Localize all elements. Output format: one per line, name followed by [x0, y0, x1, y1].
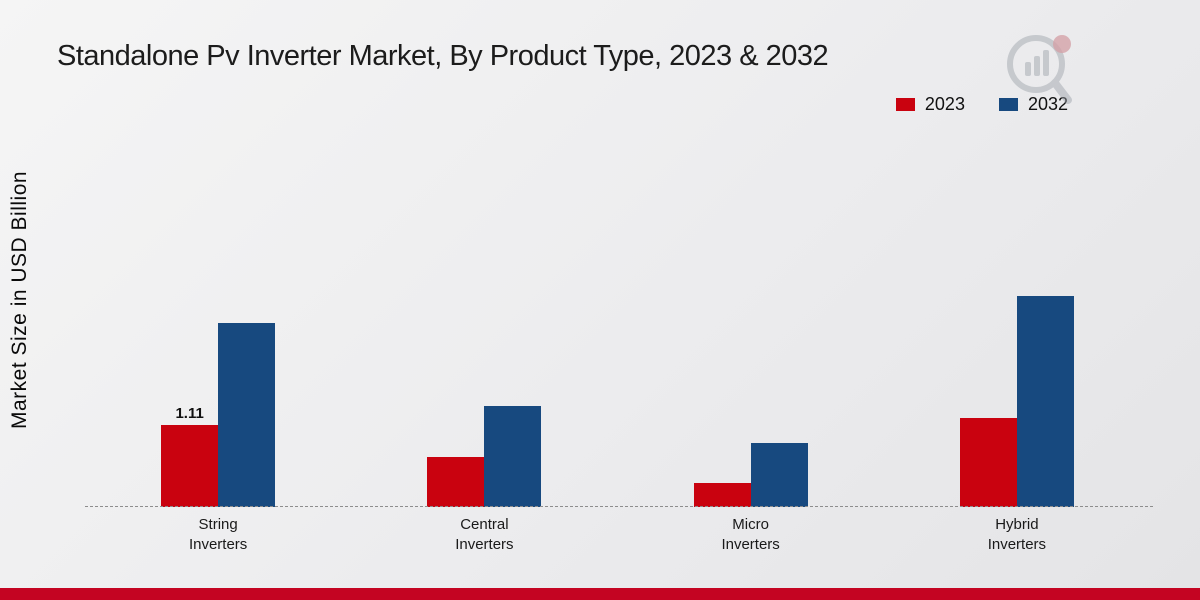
bar-2023-string-inverters [161, 425, 219, 507]
bar-2032-string-inverters [218, 323, 276, 507]
bar-value-label: 1.11 [175, 405, 204, 422]
x-axis-category-label: String Inverters [188, 516, 248, 554]
bar-group-central-inverters [351, 187, 617, 507]
plot-area: 1.11 [85, 187, 1150, 507]
logo-red-dot-icon [1053, 35, 1071, 53]
logo-watermark [1007, 35, 1072, 104]
y-axis-label: Market Size in USD Billion [8, 170, 31, 430]
bar-2023-central-inverters [427, 457, 485, 507]
bar-wrap [484, 406, 542, 507]
bar-group-hybrid-inverters [884, 187, 1150, 507]
legend-swatch-icon [998, 98, 1018, 111]
logo-bar-icon [1043, 50, 1049, 76]
bar-wrap [427, 457, 485, 507]
x-axis-category-label: Central Inverters [455, 516, 514, 554]
bar-group-string-inverters: 1.11 [85, 187, 351, 507]
magnifier-circle-icon [1007, 35, 1065, 93]
legend-label: 2032 [1027, 94, 1068, 114]
bar-2032-micro-inverters [750, 443, 808, 507]
x-axis-category-label: Hybrid Inverters [987, 516, 1047, 554]
bar-2023-micro-inverters [693, 483, 751, 507]
logo-bar-icon [1025, 62, 1031, 76]
bar-wrap [218, 323, 276, 507]
x-axis-labels: String Inverters Central Inverters Micro I… [85, 515, 1150, 556]
legend: 2023 2032 [895, 94, 1068, 115]
bar-wrap: 1.11 [161, 405, 219, 507]
logo-bar-icon [1034, 56, 1040, 76]
legend-label: 2023 [924, 94, 965, 114]
bar-wrap [1016, 296, 1074, 507]
bar-2032-central-inverters [484, 406, 542, 507]
bar-wrap [750, 443, 808, 507]
bar-2023-hybrid-inverters [959, 418, 1017, 507]
legend-item-2032: 2032 [998, 94, 1068, 115]
bar-wrap [693, 483, 751, 507]
chart-title: Standalone Pv Inverter Market, By Produc… [57, 40, 829, 72]
legend-swatch-icon [895, 98, 915, 111]
bar-group-micro-inverters [618, 187, 884, 507]
x-axis-category-label: Micro Inverters [721, 516, 780, 554]
legend-item-2023: 2023 [895, 94, 965, 115]
footer-accent-bar [0, 588, 1200, 600]
bar-2032-hybrid-inverters [1016, 296, 1074, 507]
magnifier-handle-icon [1051, 79, 1072, 104]
bar-wrap [959, 418, 1017, 507]
x-axis-baseline [85, 506, 1153, 507]
